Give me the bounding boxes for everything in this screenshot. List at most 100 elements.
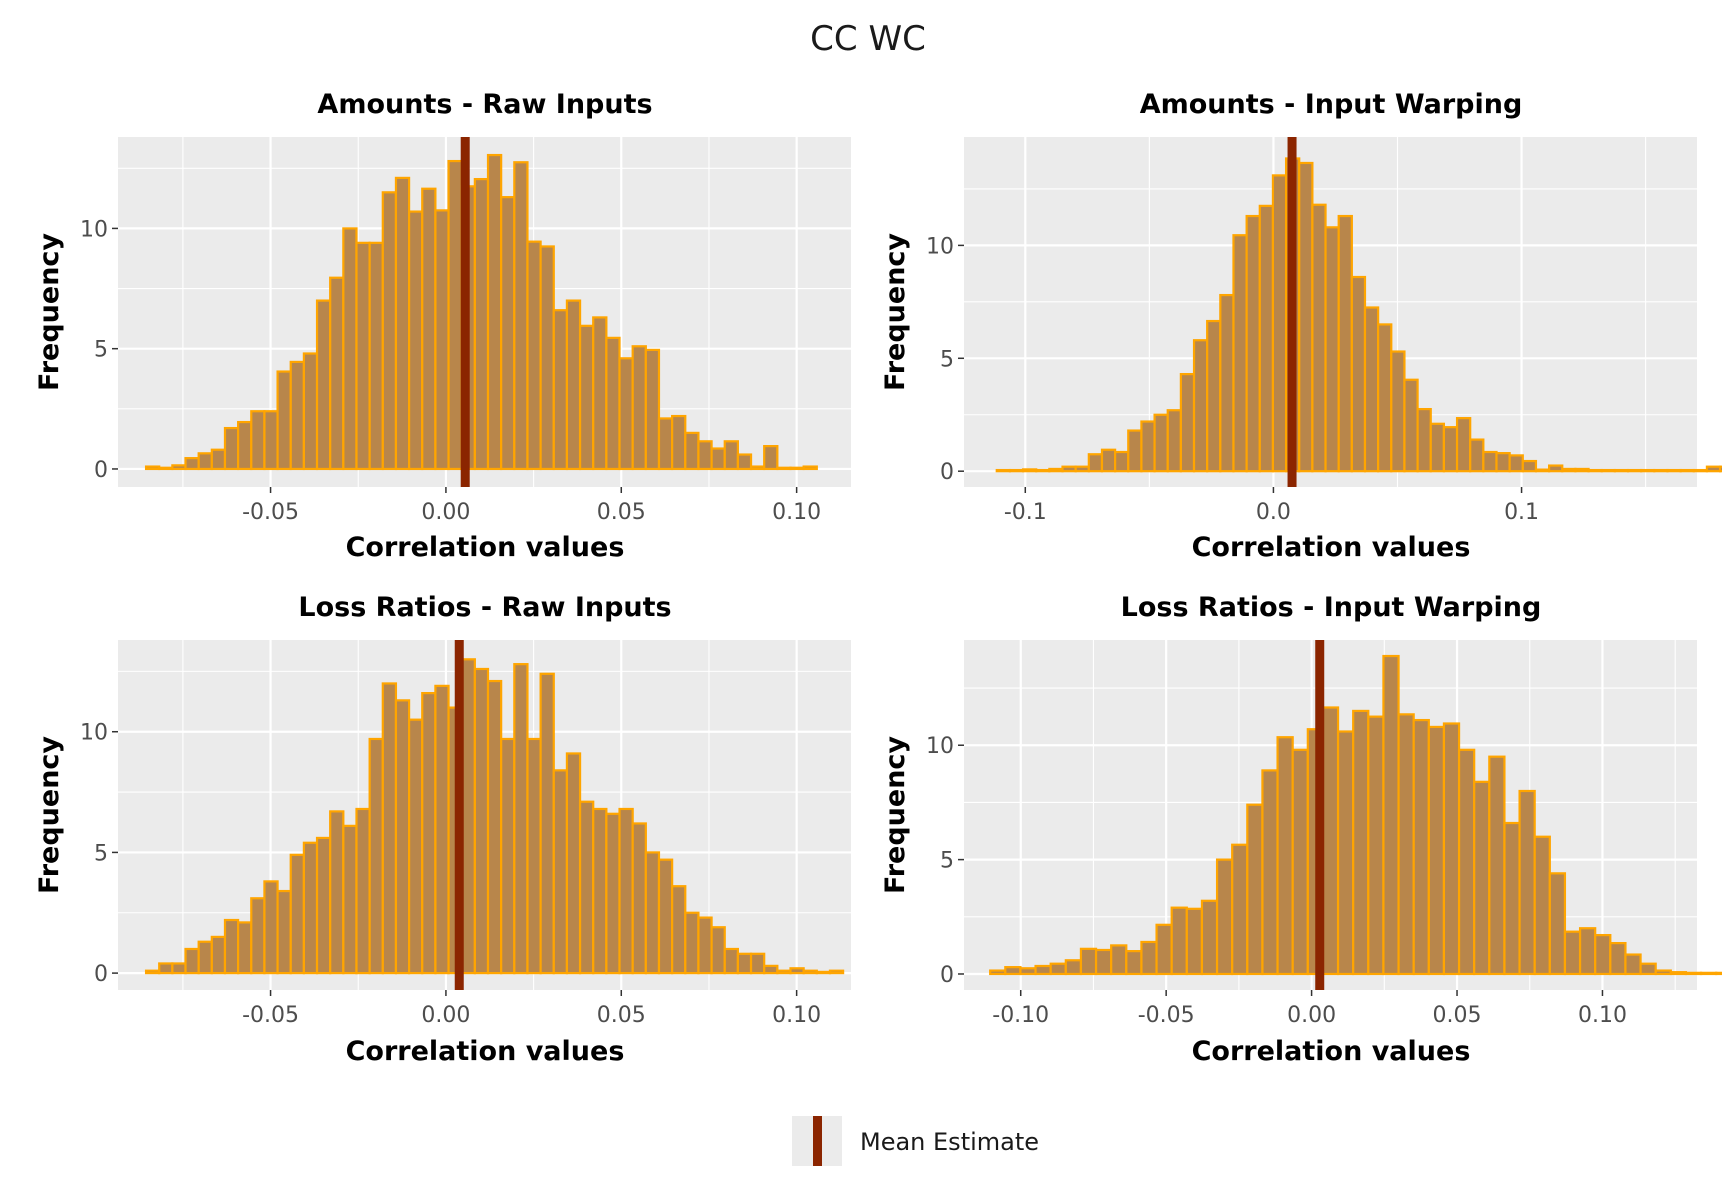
- histogram-bar: [552, 309, 569, 471]
- histogram-bar: [1048, 467, 1064, 473]
- histogram-bar: [1321, 706, 1340, 976]
- histogram-bar: [1155, 923, 1173, 976]
- histogram-bar: [158, 962, 174, 975]
- histogram-bar: [473, 667, 490, 975]
- histogram-bar: [1336, 730, 1355, 976]
- x-tick-label: -0.05: [242, 500, 299, 525]
- histogram-bar: [1692, 468, 1709, 473]
- x-tick-label: 0.00: [421, 500, 470, 525]
- histogram-bar: [1110, 944, 1128, 976]
- histogram-bar: [763, 964, 779, 975]
- y-axis-label: Frequency: [880, 233, 911, 391]
- histogram-bar: [1363, 306, 1380, 473]
- histogram-bar: [657, 417, 674, 471]
- panel-title: Loss Ratios - Input Warping: [1121, 592, 1542, 623]
- histogram-bar: [526, 240, 542, 471]
- histogram-bar: [1271, 174, 1288, 473]
- histogram-bar: [749, 465, 766, 471]
- histogram-bar: [618, 357, 634, 471]
- histogram-bar: [184, 947, 200, 975]
- histogram-bar: [302, 352, 319, 471]
- histogram-bar: [697, 916, 713, 975]
- histogram-bars: [989, 654, 1722, 976]
- histogram-bar: [210, 935, 227, 975]
- x-tick-label: 0.00: [1287, 1003, 1336, 1028]
- y-axis-label: Frequency: [34, 233, 65, 391]
- histogram-bar: [1705, 465, 1722, 473]
- histogram-bar: [447, 159, 463, 471]
- histogram-bar: [1482, 450, 1498, 473]
- histogram-bar: [421, 692, 437, 975]
- histogram-bar: [1127, 429, 1143, 473]
- histogram-bar: [263, 410, 279, 471]
- histogram-bar: [789, 967, 805, 975]
- histogram-bar: [684, 911, 700, 975]
- histogram-bar: [1215, 858, 1234, 976]
- histogram-bar: [776, 969, 792, 975]
- legend: Mean Estimate: [792, 1116, 1039, 1166]
- mean-estimate-line: [1287, 137, 1297, 487]
- histogram-bar: [144, 465, 161, 471]
- histogram-bar: [473, 177, 490, 471]
- histogram-bar: [1600, 468, 1616, 473]
- histogram-bar: [1679, 468, 1695, 473]
- histogram-bar: [552, 769, 569, 975]
- histogram-bar: [684, 431, 700, 471]
- histogram-bar: [1521, 459, 1538, 473]
- histogram-bar: [1427, 725, 1446, 976]
- histogram-bar: [995, 468, 1012, 473]
- histogram-bar: [1574, 467, 1590, 473]
- histogram-bar: [1397, 713, 1415, 976]
- y-tick-label: 10: [80, 217, 108, 242]
- histogram-bar: [355, 241, 371, 471]
- legend-key-mean-line: [813, 1116, 822, 1166]
- histogram-bar: [1488, 755, 1506, 976]
- histogram-bar: [368, 241, 384, 471]
- histogram-bar: [749, 952, 766, 975]
- histogram-bar: [1064, 959, 1083, 976]
- histogram-bar: [1261, 769, 1279, 976]
- x-tick-label: 0.10: [1578, 1003, 1627, 1028]
- histogram-bar: [1609, 942, 1627, 976]
- histogram-bar: [736, 952, 753, 975]
- histogram-bar: [1094, 948, 1113, 976]
- histogram-bar: [1473, 780, 1491, 976]
- histogram-bar: [1192, 339, 1209, 473]
- histogram-bar: [802, 969, 818, 975]
- histogram-bar: [1125, 950, 1143, 976]
- y-axis-ticks: 0 5 10: [80, 217, 118, 483]
- histogram-bar: [592, 316, 608, 471]
- histogram-bar: [710, 926, 726, 975]
- histogram-bar: [1231, 843, 1249, 976]
- panel-loss-ratios-raw-inputs: Loss Ratios - Raw Inputs -0.05 0.00 0.05 0.…: [34, 592, 851, 1067]
- histogram-bar: [526, 737, 542, 975]
- histogram-bar: [605, 812, 621, 975]
- x-tick-label: -0.1: [1004, 500, 1047, 525]
- histogram-bar: [1049, 962, 1067, 976]
- x-axis-label: Correlation values: [346, 532, 625, 563]
- histogram-bar: [736, 453, 753, 471]
- histogram-bar: [1170, 906, 1188, 976]
- histogram-bar: [1311, 203, 1327, 473]
- histogram-bar: [1578, 927, 1597, 976]
- histogram-bar: [631, 822, 647, 975]
- histogram-bar: [315, 299, 332, 471]
- x-tick-label: 0.00: [421, 1003, 470, 1028]
- histogram-bar: [1140, 420, 1156, 473]
- x-tick-label: -0.05: [1138, 1003, 1195, 1028]
- histogram-bar: [1442, 426, 1459, 473]
- panel-amounts-input-warping: Amounts - Input Warping -0.1 0.0 0.1 0510 …: [880, 89, 1722, 563]
- histogram-bar: [1367, 715, 1385, 976]
- x-axis-label: Correlation values: [1192, 1036, 1471, 1067]
- x-axis-label: Correlation values: [346, 1036, 625, 1067]
- histogram-bar: [789, 466, 805, 471]
- histogram-bar: [237, 420, 253, 471]
- x-axis-ticks: -0.05 0.00 0.05 0.10: [242, 990, 821, 1028]
- histogram-bar: [1324, 226, 1340, 473]
- y-tick-label: 5: [940, 849, 954, 874]
- histogram-bar: [828, 969, 845, 975]
- histogram-bar: [500, 196, 516, 471]
- histogram-bar: [250, 410, 266, 471]
- y-tick-label: 5: [94, 841, 108, 866]
- x-tick-label: 0.0: [1256, 500, 1291, 525]
